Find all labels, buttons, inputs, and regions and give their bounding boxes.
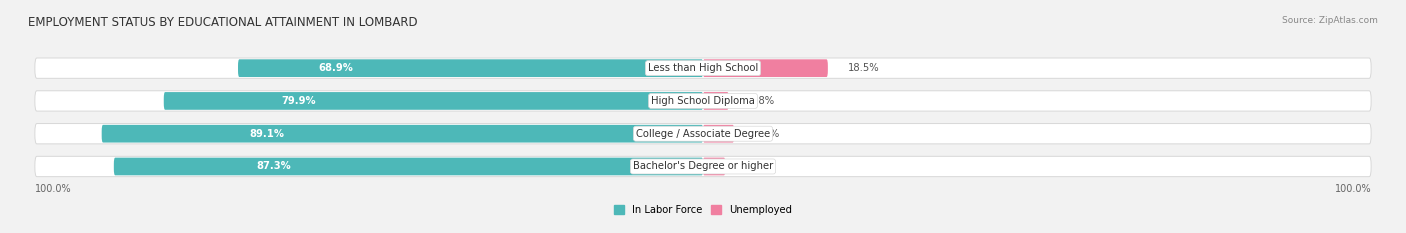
Text: 3.8%: 3.8% — [749, 96, 775, 106]
Text: Bachelor's Degree or higher: Bachelor's Degree or higher — [633, 161, 773, 171]
Text: 79.9%: 79.9% — [281, 96, 316, 106]
FancyBboxPatch shape — [35, 58, 1371, 78]
Text: EMPLOYMENT STATUS BY EDUCATIONAL ATTAINMENT IN LOMBARD: EMPLOYMENT STATUS BY EDUCATIONAL ATTAINM… — [28, 16, 418, 29]
FancyBboxPatch shape — [101, 125, 703, 143]
FancyBboxPatch shape — [114, 158, 703, 175]
FancyBboxPatch shape — [703, 125, 734, 143]
Text: 87.3%: 87.3% — [256, 161, 291, 171]
Text: 100.0%: 100.0% — [1334, 184, 1371, 194]
Text: Less than High School: Less than High School — [648, 63, 758, 73]
FancyBboxPatch shape — [238, 59, 703, 77]
FancyBboxPatch shape — [703, 92, 728, 110]
FancyBboxPatch shape — [163, 92, 703, 110]
FancyBboxPatch shape — [35, 156, 1371, 177]
Text: 4.6%: 4.6% — [754, 129, 779, 139]
Text: High School Diploma: High School Diploma — [651, 96, 755, 106]
Text: Source: ZipAtlas.com: Source: ZipAtlas.com — [1282, 16, 1378, 25]
Text: College / Associate Degree: College / Associate Degree — [636, 129, 770, 139]
Text: 89.1%: 89.1% — [250, 129, 285, 139]
FancyBboxPatch shape — [703, 59, 828, 77]
FancyBboxPatch shape — [35, 91, 1371, 111]
Text: 100.0%: 100.0% — [35, 184, 72, 194]
Text: 3.3%: 3.3% — [745, 161, 770, 171]
FancyBboxPatch shape — [703, 158, 725, 175]
Text: 68.9%: 68.9% — [318, 63, 353, 73]
Text: 18.5%: 18.5% — [848, 63, 880, 73]
FancyBboxPatch shape — [35, 123, 1371, 144]
Legend: In Labor Force, Unemployed: In Labor Force, Unemployed — [610, 201, 796, 219]
